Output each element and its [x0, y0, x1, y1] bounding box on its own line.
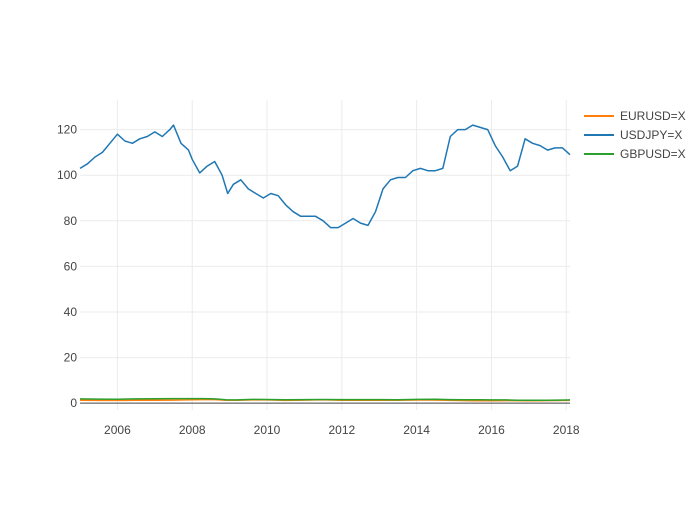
y-axis: 0 20 40 60 80 100 120: [57, 123, 77, 411]
x-tick-label: 2014: [403, 423, 430, 437]
legend-swatch-gbpusd: [584, 152, 614, 155]
x-tick-label: 2008: [179, 423, 206, 437]
legend-label-gbpusd: GBPUSD=X: [620, 146, 686, 161]
y-tick-label: 60: [64, 259, 78, 273]
y-tick-label: 40: [64, 305, 78, 319]
legend: EURUSD=X USDJPY=X GBPUSD=X: [584, 106, 686, 163]
legend-swatch-eurusd: [584, 114, 614, 117]
y-tick-label: 120: [57, 123, 77, 137]
x-axis: 2006 2008 2010 2012 2014 2016 2018: [104, 423, 580, 437]
legend-item-gbpusd[interactable]: GBPUSD=X: [584, 144, 686, 163]
x-tick-label: 2018: [553, 423, 580, 437]
x-tick-label: 2016: [478, 423, 505, 437]
legend-label-eurusd: EURUSD=X: [620, 108, 686, 123]
x-tick-label: 2010: [254, 423, 281, 437]
y-tick-label: 100: [57, 168, 77, 182]
series-line-gbpusd-x[interactable]: [79, 397, 571, 402]
legend-swatch-usdjpy: [584, 133, 614, 136]
series-line-usdjpy-x[interactable]: [79, 124, 571, 229]
legend-item-eurusd[interactable]: EURUSD=X: [584, 106, 686, 125]
legend-item-usdjpy[interactable]: USDJPY=X: [584, 125, 686, 144]
y-tick-label: 20: [64, 351, 78, 365]
legend-label-usdjpy: USDJPY=X: [620, 127, 683, 142]
series-layer: [79, 124, 571, 402]
y-tick-label: 80: [64, 214, 78, 228]
y-tick-label: 0: [70, 396, 77, 410]
x-tick-label: 2012: [328, 423, 355, 437]
x-tick-label: 2006: [104, 423, 131, 437]
